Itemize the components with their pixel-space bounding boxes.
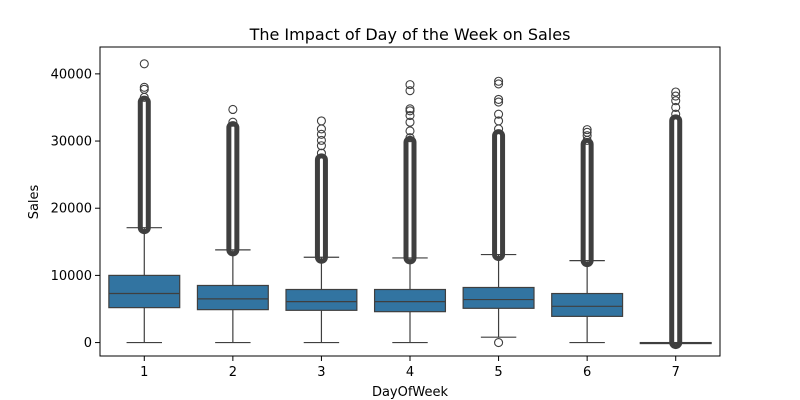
y-tick-label: 40000 bbox=[51, 67, 92, 82]
box-group-6 bbox=[551, 125, 624, 344]
outlier-point bbox=[139, 82, 149, 92]
outlier-point bbox=[316, 116, 326, 126]
outlier-point bbox=[405, 86, 415, 96]
box-iqr bbox=[373, 288, 447, 313]
outlier-point bbox=[228, 117, 238, 127]
box-group-3 bbox=[285, 116, 358, 344]
x-tick-label: 1 bbox=[140, 365, 148, 380]
outlier-point bbox=[316, 135, 326, 145]
x-tick-label: 6 bbox=[583, 365, 591, 380]
box-iqr bbox=[462, 286, 535, 309]
outlier-point bbox=[582, 125, 592, 135]
outlier-point bbox=[405, 133, 415, 143]
outlier-point bbox=[671, 87, 681, 97]
box-group-1 bbox=[108, 59, 181, 344]
x-tick-label: 2 bbox=[229, 365, 237, 380]
outlier-band bbox=[314, 153, 328, 264]
box-iqr bbox=[196, 284, 269, 311]
outlier-point bbox=[405, 110, 415, 121]
outlier-point bbox=[671, 109, 681, 119]
x-axis: 1 2 3 4 5 6 7 bbox=[140, 356, 680, 380]
outlier-band bbox=[492, 129, 506, 262]
x-tick-label: 4 bbox=[406, 365, 414, 380]
outlier-point bbox=[405, 80, 415, 90]
y-axis-label: Sales bbox=[27, 184, 42, 219]
plot-area bbox=[108, 59, 712, 350]
outlier-point bbox=[671, 102, 681, 113]
outlier-point bbox=[582, 131, 592, 141]
x-tick-label: 7 bbox=[672, 365, 680, 380]
outlier-point bbox=[582, 127, 592, 137]
box-iqr bbox=[551, 292, 624, 317]
box-group-5 bbox=[462, 76, 535, 348]
x-tick-label: 3 bbox=[317, 365, 325, 380]
x-tick-label: 5 bbox=[494, 365, 502, 380]
outlier-point bbox=[494, 338, 504, 348]
outlier-point bbox=[316, 124, 326, 134]
x-axis-label: DayOfWeek bbox=[372, 385, 449, 400]
box-group-4 bbox=[373, 80, 447, 344]
y-tick-label: 20000 bbox=[51, 202, 92, 217]
y-tick-label: 0 bbox=[84, 336, 92, 351]
outlier-point bbox=[316, 141, 326, 151]
box-iqr bbox=[108, 274, 181, 309]
outlier-point bbox=[316, 129, 326, 139]
outlier-band bbox=[669, 114, 683, 350]
outlier-point bbox=[494, 109, 504, 119]
outlier-point bbox=[494, 97, 504, 107]
outlier-point bbox=[671, 91, 681, 101]
outlier-point bbox=[228, 104, 238, 115]
outlier-point bbox=[671, 96, 681, 106]
outlier-point bbox=[494, 79, 504, 89]
outlier-band bbox=[580, 137, 594, 268]
outlier-point bbox=[494, 116, 504, 126]
y-tick-label: 30000 bbox=[51, 135, 92, 150]
outlier-point bbox=[494, 76, 504, 86]
chart-title: The Impact of Day of the Week on Sales bbox=[249, 25, 571, 44]
outlier-band bbox=[403, 135, 417, 265]
outlier-band bbox=[137, 95, 151, 235]
outlier-point bbox=[405, 126, 415, 136]
outlier-point bbox=[494, 94, 504, 104]
outlier-point bbox=[405, 104, 415, 114]
box-group-2 bbox=[196, 104, 269, 344]
box-group-7 bbox=[639, 87, 712, 350]
outlier-point bbox=[139, 84, 149, 94]
outlier-point bbox=[405, 117, 415, 127]
y-axis: 0 10000 20000 30000 40000 bbox=[51, 67, 100, 351]
outlier-point bbox=[139, 59, 149, 69]
y-tick-label: 10000 bbox=[51, 269, 92, 284]
outlier-point bbox=[316, 148, 326, 158]
outlier-band bbox=[226, 121, 240, 257]
box-iqr bbox=[285, 288, 358, 311]
outlier-point bbox=[405, 106, 415, 116]
